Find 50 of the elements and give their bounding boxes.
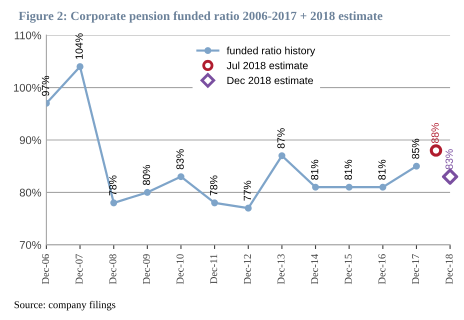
x-tick-label: Dec-11 xyxy=(210,254,218,284)
x-tick-label: Dec-09 xyxy=(142,254,150,284)
chart-title: Figure 2: Corporate pension funded ratio 2006-2017 + 2018 estimate xyxy=(18,11,382,23)
data-label: 81% xyxy=(310,160,318,180)
data-label: 78% xyxy=(210,175,218,196)
point xyxy=(76,63,84,70)
x-tick-label: Dec-10 xyxy=(176,254,184,284)
point xyxy=(278,152,286,160)
y-tick-label: 90% xyxy=(20,136,42,144)
source-note: Source: company filings xyxy=(14,300,116,310)
x-tick-label: Dec-13 xyxy=(278,254,285,284)
data-label: 104% xyxy=(75,33,83,59)
x-tick-label: Dec-07 xyxy=(76,254,83,284)
data-label: 87% xyxy=(277,128,285,148)
point xyxy=(412,162,420,170)
point xyxy=(144,188,151,196)
legend-label: Dec 2018 estimate xyxy=(227,76,313,84)
y-tick-label: 80% xyxy=(20,188,42,197)
data-label: 81% xyxy=(344,160,352,180)
x-tick-label: Dec-18 xyxy=(446,254,453,284)
x-tick-label: Dec-15 xyxy=(344,254,352,284)
data-label: 83% xyxy=(176,149,184,170)
legend-label: Jul 2018 estimate xyxy=(226,62,308,70)
data-label: 97% xyxy=(42,76,50,96)
y-tick-label: 70% xyxy=(20,241,42,249)
x-tick-label: Dec-16 xyxy=(378,254,386,284)
data-label: 78% xyxy=(109,175,117,196)
point xyxy=(177,173,184,180)
data-label: 88% xyxy=(431,123,439,144)
x-tick-label: Dec-08 xyxy=(109,254,116,284)
point xyxy=(442,168,458,185)
data-label: 83% xyxy=(446,149,453,170)
point xyxy=(379,184,386,191)
point xyxy=(312,184,319,191)
point xyxy=(346,184,353,191)
y-tick-label: 110% xyxy=(14,31,42,40)
data-label: 77% xyxy=(244,180,252,201)
point xyxy=(110,199,118,206)
y-tick-label: 100% xyxy=(14,84,42,92)
data-label: 85% xyxy=(412,138,420,159)
data-label: 81% xyxy=(378,160,386,180)
point xyxy=(244,204,252,212)
data-label: 80% xyxy=(142,164,150,186)
x-tick-label: Dec-12 xyxy=(244,254,251,284)
point xyxy=(430,144,442,157)
legend-label: funded ratio history xyxy=(226,46,316,56)
x-tick-label: Dec-06 xyxy=(42,254,50,284)
x-tick-label: Dec-17 xyxy=(412,254,420,284)
point xyxy=(211,199,218,206)
x-tick-label: Dec-14 xyxy=(311,254,318,284)
